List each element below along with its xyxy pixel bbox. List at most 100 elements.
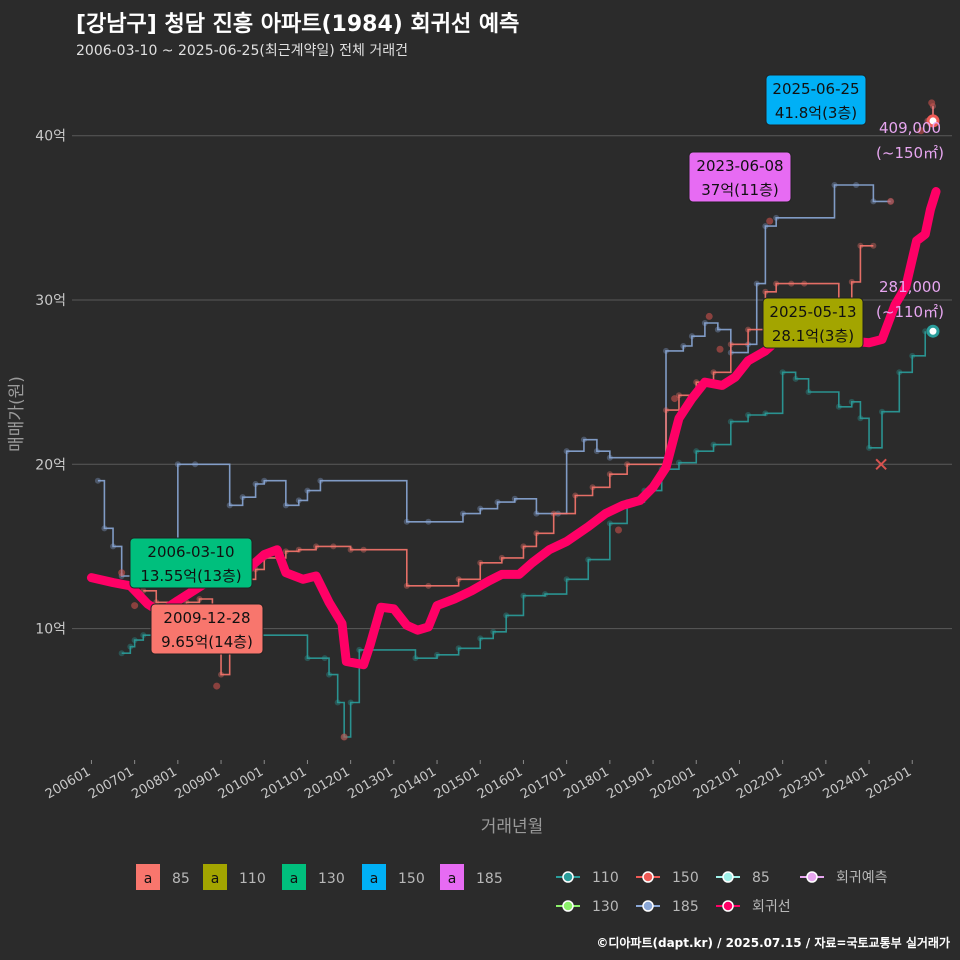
series-point-185	[425, 518, 432, 525]
series-point-185	[593, 448, 600, 455]
series-line-85	[229, 244, 874, 587]
legend: a 85 a 110 a 130 a 150 a 185 110 150 85 회귀예측 130 185 회귀선	[136, 864, 888, 915]
series-point-110	[490, 628, 497, 635]
series-point-85	[710, 369, 717, 376]
series-point-110	[455, 645, 462, 652]
data-label-box	[150, 603, 264, 655]
scatter-point	[671, 395, 679, 403]
x-tick-label: 200701	[86, 764, 136, 802]
regression-line-path	[86, 187, 941, 670]
x-tick-label: 201001	[216, 764, 266, 802]
series-point-85	[313, 543, 320, 550]
x-tick-label: 202101	[691, 764, 741, 802]
series-point-85	[624, 461, 631, 468]
legend-fill-swatch	[440, 864, 464, 890]
series-point-185	[304, 487, 311, 494]
scatter-point	[131, 602, 139, 610]
legend-fill-symbol: a	[448, 871, 457, 887]
series-point-185	[606, 454, 613, 461]
series-point-85	[762, 288, 769, 295]
series-point-185	[870, 198, 877, 205]
series-point-185	[403, 518, 410, 525]
data-label-box	[762, 297, 864, 349]
series-point-110	[779, 369, 786, 376]
series-point-185	[239, 494, 246, 501]
series-point-185	[174, 461, 181, 468]
scatter-point	[118, 569, 126, 577]
series-point-185	[762, 223, 769, 230]
x-tick-label: 201601	[475, 764, 525, 802]
series-point-185	[494, 499, 501, 506]
series-point-110	[127, 643, 134, 650]
legend-line-label: 85	[752, 870, 770, 886]
series-point-185	[459, 510, 466, 517]
legend-fill-symbol: a	[144, 871, 153, 887]
x-tick-label: 202401	[821, 764, 871, 802]
series-point-185	[773, 214, 780, 221]
legend-line-item: 150	[636, 870, 699, 886]
series-line-110	[121, 331, 927, 738]
series-point-85	[498, 554, 505, 561]
data-labels: 2025-06-2541.8억(3층)2023-06-0837억(11층)202…	[129, 74, 867, 655]
series-point-185	[252, 481, 259, 487]
x-axis-label: 거래년월	[481, 817, 544, 837]
series-point-185	[477, 505, 484, 512]
legend-fill-swatch	[136, 864, 160, 890]
series-point-110	[520, 592, 527, 599]
series-point-85	[801, 280, 808, 287]
cross-marker	[875, 458, 887, 470]
x-tick-label: 200801	[129, 764, 179, 802]
legend-fill-label: 185	[476, 871, 503, 887]
legend-line-dot	[562, 900, 574, 912]
series-point-110	[909, 352, 916, 359]
label-markers	[926, 114, 940, 338]
legend-line-item: 회귀예측	[800, 870, 888, 886]
legend-line-dot	[806, 871, 818, 883]
series-point-110	[675, 459, 682, 466]
scatter-point	[614, 526, 622, 534]
series-point-85	[347, 546, 354, 553]
series-point-85	[403, 582, 410, 589]
series-point-110	[792, 375, 799, 382]
legend-line-label: 130	[592, 899, 619, 915]
legend-fill-label: 150	[398, 871, 425, 887]
scatter-point	[340, 733, 348, 741]
x-tick-label: 200601	[43, 764, 93, 802]
series-point-110	[321, 655, 328, 662]
series-point-110	[606, 520, 613, 527]
series-point-185	[533, 510, 540, 517]
legend-fill-label: 130	[318, 871, 345, 887]
legend-line-dot	[642, 871, 654, 883]
scatter-point	[213, 682, 221, 690]
series-point-85	[745, 326, 752, 333]
series-point-85	[572, 492, 579, 499]
scatter-points	[118, 99, 936, 741]
series-point-85	[663, 407, 670, 414]
forecast-area: (~110㎡)	[876, 303, 944, 321]
series-point-110	[727, 418, 734, 425]
series-point-110	[131, 637, 138, 644]
series-point-110	[857, 415, 864, 422]
data-label: 2023-06-08 37억(11층)	[688, 151, 792, 203]
y-tick-labels: 10억 20억 30억 40억	[35, 129, 66, 638]
legend-line-dot	[722, 900, 734, 912]
data-label-date: 2025-05-13	[769, 303, 856, 321]
forecast-labels: 409,000 (~150㎡) 281,000 (~110㎡)	[876, 119, 944, 321]
latest-110-marker	[926, 324, 940, 338]
data-label-value: 13.55억(13층)	[140, 567, 241, 585]
legend-line-item: 회귀선	[716, 899, 791, 915]
series-point-85	[870, 242, 877, 249]
data-label-value: 28.1억(3층)	[772, 327, 854, 345]
x-tick-label: 201901	[605, 764, 655, 802]
legend-line-label: 회귀예측	[836, 870, 888, 886]
series-point-85	[848, 278, 855, 285]
series-point-110	[334, 699, 341, 706]
series-point-110	[347, 699, 354, 706]
y-tick-label: 20억	[35, 457, 66, 473]
chart-title: [강남구] 청담 진흥 아파트(1984) 회귀선 예측	[76, 12, 520, 37]
y-tick-label: 30억	[35, 293, 66, 309]
series-point-110	[585, 556, 592, 563]
data-label-date: 2006-03-10	[147, 543, 234, 561]
x-tick-label: 201101	[259, 764, 309, 802]
